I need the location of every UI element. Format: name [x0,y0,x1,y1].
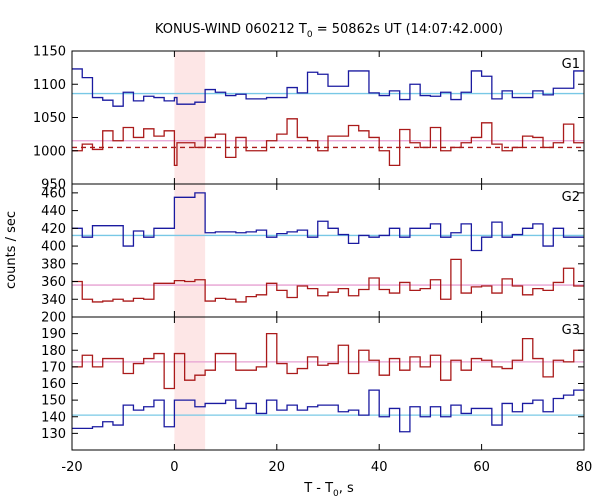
x-tick-label: 20 [269,460,286,475]
y-tick-label: 160 [41,377,66,392]
y-tick-label: 440 [41,204,66,219]
panel-band-label: G1 [562,57,580,72]
y-tick-label: 420 [41,222,66,237]
series-histogram [72,68,584,107]
panel-frame [71,316,585,451]
chart-title-part-1: KONUS-WIND 060212 T [155,22,307,37]
y-tick-label: 340 [41,293,66,308]
panel-data-layer [72,192,584,303]
y-tick-label: 1100 [33,78,66,93]
y-tick-label: 360 [41,275,66,290]
panel-band-label: G2 [562,190,580,205]
panel-frame [71,183,585,318]
y-tick-label: 130 [41,427,66,442]
x-tick-label: -20 [61,460,82,475]
y-tick-label: 400 [41,240,66,255]
series-histogram [72,389,584,433]
y-tick-label: 1000 [33,144,66,159]
chart-title: KONUS-WIND 060212 T0 = 50862s UT (14:07:… [155,22,503,40]
x-tick-label: 40 [371,460,388,475]
panels-group: 9501000105011001150G13403603804004204404… [33,45,592,476]
y-tick-label: 170 [41,360,66,375]
x-axis-label: T - T0, s [303,481,354,499]
x-axis-label-part-1: T - T [303,481,333,496]
y-tick-label: 180 [41,344,66,359]
x-axis-label-subscript: 0 [333,489,339,499]
y-tick-label: 140 [41,410,66,425]
y-tick-label: 460 [41,186,66,201]
chart-title-subscript: 0 [307,30,313,40]
burst-interval-band [174,184,206,317]
x-axis-label-part-2: , s [339,481,354,496]
y-tick-label: 950 [41,178,66,193]
y-tick-label: 1150 [33,45,66,60]
y-tick-label: 380 [41,257,66,272]
y-tick-label: 150 [41,394,66,409]
x-tick-label: 80 [576,460,593,475]
x-tick-label: 0 [170,460,178,475]
chart-title-part-2: = 50862s UT (14:07:42.000) [313,22,503,37]
y-axis-label: counts / sec [4,211,19,289]
burst-interval-band [174,51,206,184]
panel-data-layer [72,332,584,433]
y-tick-label: 190 [41,327,66,342]
series-histogram [72,192,584,252]
series-histogram [72,258,584,303]
y-tick-label: 1050 [33,111,66,126]
panel-data-layer [72,68,584,167]
y-tick-label: 200 [41,311,66,326]
panel-band-label: G3 [562,323,580,338]
burst-interval-band [174,317,206,450]
x-tick-label: 60 [473,460,490,475]
series-histogram [72,332,584,390]
panel-frame [71,50,585,185]
series-histogram [72,118,584,167]
